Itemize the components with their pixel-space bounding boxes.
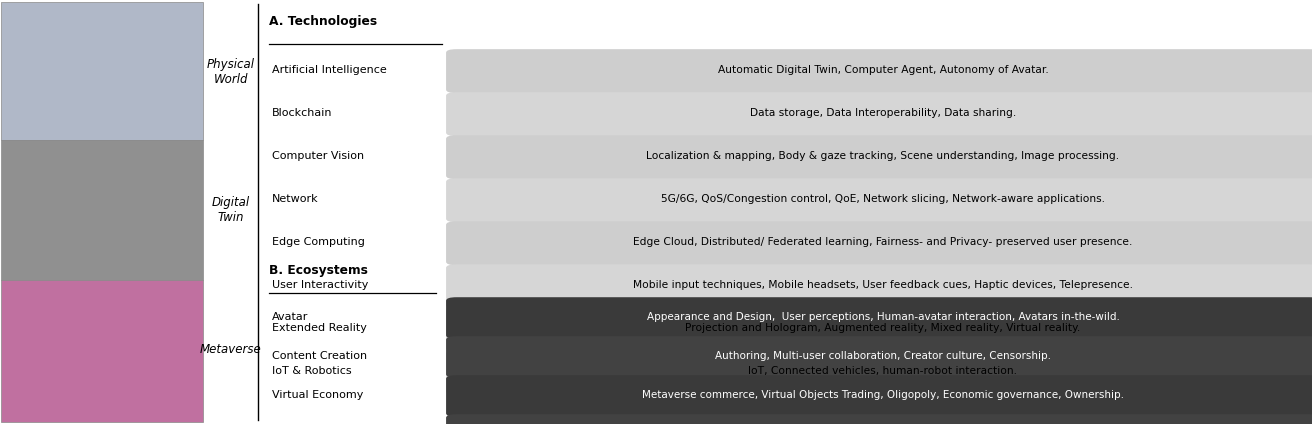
FancyBboxPatch shape (446, 265, 1312, 308)
Text: Edge Computing: Edge Computing (272, 237, 365, 247)
Text: 5G/6G, QoS/Congestion control, QoE, Network slicing, Network-aware applications.: 5G/6G, QoS/Congestion control, QoE, Netw… (661, 194, 1105, 204)
FancyBboxPatch shape (446, 336, 1312, 378)
Text: A. Technologies: A. Technologies (269, 15, 377, 28)
Text: Content Creation: Content Creation (272, 351, 367, 361)
Text: Appearance and Design,  User perceptions, Human-avatar interaction, Avatars in-t: Appearance and Design, User perceptions,… (647, 312, 1119, 322)
Text: Metaverse commerce, Virtual Objects Trading, Oligopoly, Economic governance, Own: Metaverse commerce, Virtual Objects Trad… (642, 390, 1124, 400)
FancyBboxPatch shape (446, 350, 1312, 394)
FancyBboxPatch shape (1, 280, 203, 422)
Text: Authoring, Multi-user collaboration, Creator culture, Censorship.: Authoring, Multi-user collaboration, Cre… (715, 351, 1051, 361)
FancyBboxPatch shape (1, 2, 203, 140)
FancyBboxPatch shape (446, 178, 1312, 222)
Text: Localization & mapping, Body & gaze tracking, Scene understanding, Image process: Localization & mapping, Body & gaze trac… (647, 151, 1119, 161)
FancyBboxPatch shape (446, 414, 1312, 424)
Text: Blockchain: Blockchain (272, 108, 332, 118)
Text: IoT, Connected vehicles, human-robot interaction.: IoT, Connected vehicles, human-robot int… (748, 366, 1018, 376)
Text: User Interactivity: User Interactivity (272, 280, 367, 290)
Text: Artificial Intelligence: Artificial Intelligence (272, 65, 386, 75)
FancyBboxPatch shape (446, 307, 1312, 351)
FancyBboxPatch shape (446, 375, 1312, 417)
Text: IoT & Robotics: IoT & Robotics (272, 366, 352, 376)
Text: Automatic Digital Twin, Computer Agent, Autonomy of Avatar.: Automatic Digital Twin, Computer Agent, … (718, 65, 1048, 75)
FancyBboxPatch shape (1, 140, 203, 280)
Text: Extended Reality: Extended Reality (272, 323, 366, 333)
Text: Avatar: Avatar (272, 312, 308, 322)
Text: Virtual Economy: Virtual Economy (272, 390, 363, 400)
Text: Mobile input techniques, Mobile headsets, User feedback cues, Haptic devices, Te: Mobile input techniques, Mobile headsets… (632, 280, 1134, 290)
Text: Computer Vision: Computer Vision (272, 151, 363, 161)
FancyBboxPatch shape (446, 297, 1312, 339)
Text: Network: Network (272, 194, 319, 204)
Text: Data storage, Data Interoperability, Data sharing.: Data storage, Data Interoperability, Dat… (750, 108, 1015, 118)
Text: Digital
Twin: Digital Twin (211, 196, 251, 224)
FancyBboxPatch shape (446, 49, 1312, 93)
Text: Edge Cloud, Distributed/ Federated learning, Fairness- and Privacy- preserved us: Edge Cloud, Distributed/ Federated learn… (634, 237, 1132, 247)
Text: Physical
World: Physical World (207, 58, 255, 86)
FancyBboxPatch shape (446, 92, 1312, 136)
FancyBboxPatch shape (446, 221, 1312, 265)
Text: Metaverse: Metaverse (199, 343, 262, 356)
Text: Projection and Hologram, Augmented reality, Mixed reality, Virtual reality.: Projection and Hologram, Augmented reali… (685, 323, 1081, 333)
Text: B. Ecosystems: B. Ecosystems (269, 264, 367, 277)
FancyBboxPatch shape (446, 135, 1312, 179)
